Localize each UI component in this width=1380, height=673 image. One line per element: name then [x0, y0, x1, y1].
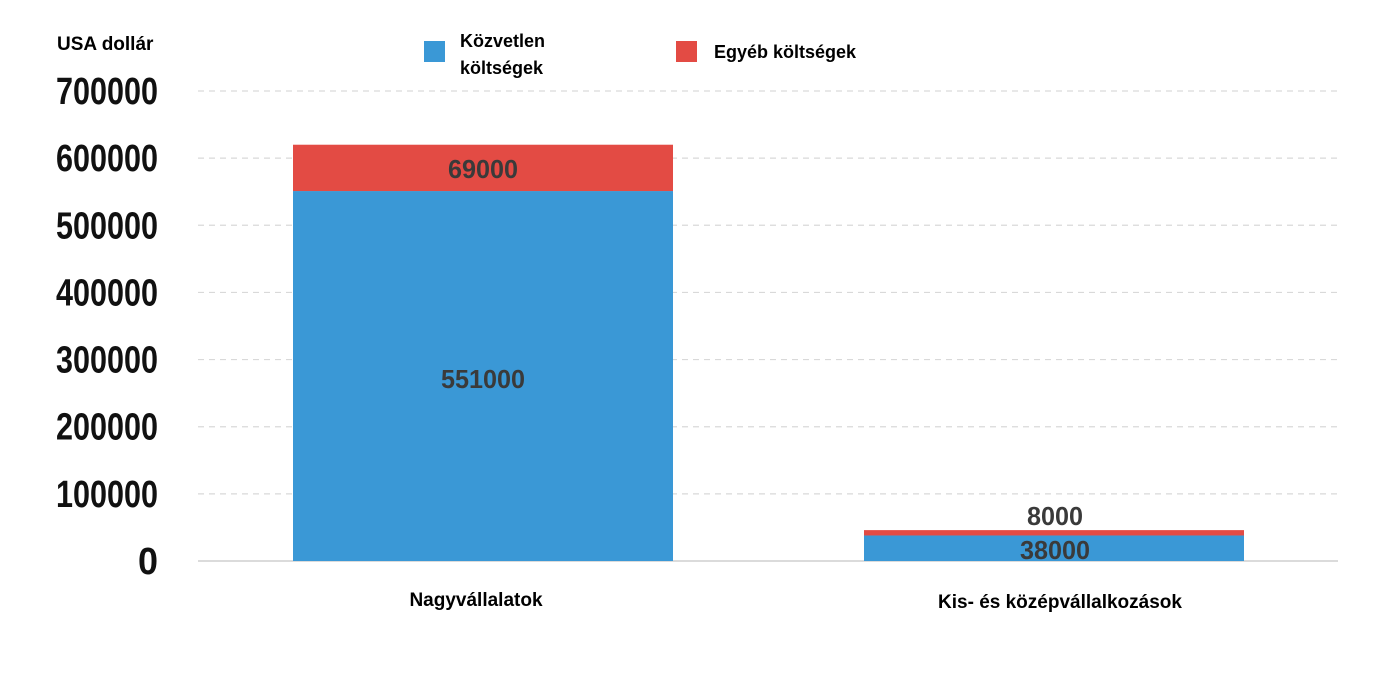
data-label: 38000: [1020, 535, 1090, 565]
legend-label: Egyéb költségek: [714, 42, 857, 62]
y-tick-label: 200000: [56, 407, 158, 449]
legend-swatch: [424, 41, 445, 62]
data-labels: 551000 69000 38000 8000: [441, 154, 1090, 565]
bar-segment: [293, 144, 673, 192]
data-label: 551000: [441, 364, 525, 394]
y-tick-label: 500000: [56, 205, 158, 247]
legend: Közvetlen költségek Egyéb költségek: [424, 31, 857, 78]
y-axis-ticks: 700000 600000 500000 400000 300000 200000 1000…: [56, 71, 158, 583]
x-tick-label: Nagyvállalatok: [409, 590, 542, 611]
y-tick-label: 400000: [56, 272, 158, 314]
bar-segment: [864, 535, 1244, 561]
y-tick-label: 600000: [56, 138, 158, 180]
x-axis-ticks: Nagyvállalatok Kis- és középvállalkozások: [409, 590, 1182, 613]
y-tick-label: 0: [138, 541, 158, 583]
legend-label: költségek: [460, 58, 544, 78]
legend-swatch: [676, 41, 697, 62]
x-tick-label: Kis- és középvállalkozások: [938, 592, 1182, 613]
bar-segment: [864, 530, 1244, 536]
data-label: 8000: [1027, 501, 1083, 531]
data-label: 69000: [448, 154, 518, 184]
y-tick-label: 700000: [56, 71, 158, 113]
y-axis-label: USA dollár: [57, 34, 154, 55]
bar-segment: [293, 191, 673, 562]
bars: [293, 144, 1244, 562]
legend-label: Közvetlen: [460, 31, 545, 51]
y-tick-label: 100000: [56, 474, 158, 516]
y-tick-label: 300000: [56, 340, 158, 382]
